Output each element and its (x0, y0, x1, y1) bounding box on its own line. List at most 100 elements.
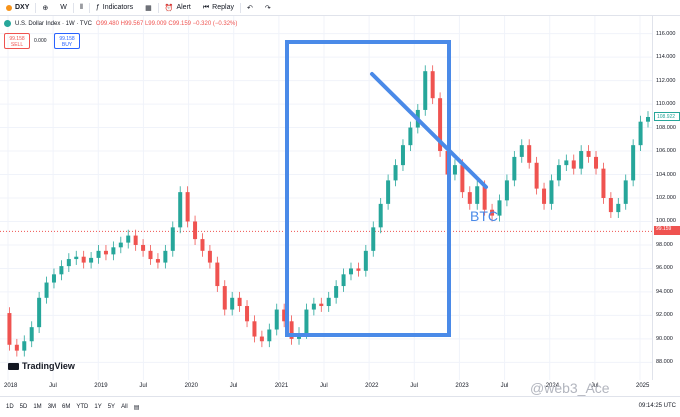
x-tick-label: Jul (500, 383, 509, 389)
templates-button[interactable]: ▦ (139, 0, 158, 16)
candle-body (141, 244, 146, 251)
candle-body (594, 156, 599, 169)
tv-logo-icon (8, 362, 19, 370)
candle-body (527, 145, 532, 163)
buy-button[interactable]: 99.158 BUY (54, 33, 80, 49)
y-tick-label: 102.000 (656, 195, 676, 201)
symbol-search-button[interactable]: DXY (0, 0, 35, 16)
candle-body (245, 306, 250, 322)
interval-button[interactable]: W (54, 0, 73, 16)
range-button-5y[interactable]: 5Y (107, 404, 116, 410)
sell-button[interactable]: 99.158 SELL (4, 33, 30, 49)
tradingview-logo: TradingView (8, 361, 75, 371)
y-tick-label: 108.000 (656, 124, 676, 131)
range-button-5d[interactable]: 5D (19, 404, 28, 410)
candle-body (311, 303, 316, 310)
candle-body (282, 309, 287, 322)
candle-body (178, 192, 183, 228)
symbol-icon (6, 4, 12, 11)
candle-body (29, 327, 34, 342)
y-tick-label: 116.000 (656, 30, 676, 37)
compare-button[interactable]: ⊕ (36, 0, 54, 16)
chart-type-button[interactable]: ⫴ (74, 0, 89, 16)
candle-body (207, 250, 212, 263)
candle-body (556, 165, 561, 181)
candle-body (118, 242, 123, 248)
candle-body (14, 344, 19, 351)
indicators-label: Indicators (102, 4, 134, 11)
x-tick-label: 2024 (545, 383, 560, 389)
x-tick-label: Jul (590, 383, 599, 389)
replay-button[interactable]: ⏮ Replay (197, 0, 240, 16)
candle-body (170, 227, 175, 251)
range-button-all[interactable]: All (121, 404, 128, 410)
candle-body (438, 98, 443, 152)
x-tick-label: Jul (320, 383, 328, 389)
price-axis[interactable]: 108.922 99.159 88.000 90.000 92.000 94.000 9… (652, 16, 680, 380)
alarm-icon: ⏰ (164, 4, 174, 12)
indicators-button[interactable]: ƒ Indicators (90, 0, 139, 16)
candle-body (408, 127, 413, 146)
candle-body (393, 165, 398, 181)
symbol-label: DXY (15, 4, 30, 11)
grid-icon: ▦ (145, 4, 152, 12)
range-button-6m[interactable]: 6M (62, 404, 71, 410)
candle-body (400, 145, 405, 166)
x-tick-label: 2025 (636, 383, 650, 389)
candle-body (304, 309, 309, 334)
candle-body (51, 274, 56, 283)
undo-button[interactable]: ↶ (241, 0, 259, 16)
redo-icon: ↷ (264, 4, 271, 12)
range-button-1d[interactable]: 1D (6, 404, 14, 410)
candle-body (363, 250, 368, 271)
x-tick-label: Jul (410, 383, 418, 389)
x-tick-label: 2018 (4, 383, 18, 389)
range-button-1y[interactable]: 1Y (94, 404, 102, 410)
spread-value: 0.000 (34, 38, 47, 44)
drawn-trendline[interactable] (370, 72, 488, 189)
candle-body (467, 192, 472, 204)
candle-body (386, 180, 391, 204)
time-axis[interactable]: 2018 Jul 2019 Jul 2020 Jul 2021 Jul 2022 Jul 2023 J… (0, 380, 652, 394)
candle-body (289, 321, 294, 339)
calendar-icon[interactable]: ▤ (133, 404, 140, 411)
divider (239, 2, 241, 13)
watermark: @web3_Ace (530, 380, 610, 396)
candle-body (623, 180, 628, 204)
y-tick-label: 110.000 (656, 101, 676, 108)
divider (35, 2, 37, 13)
candle-body (430, 71, 435, 99)
x-tick-label: Jul (139, 383, 148, 389)
divider (157, 2, 159, 13)
candles-icon: ⫴ (79, 3, 83, 11)
candle-body (37, 297, 42, 328)
candle-body (490, 209, 495, 216)
candle-body (222, 286, 227, 310)
drawn-rectangle[interactable] (285, 40, 451, 337)
alert-button[interactable]: ⏰ Alert (159, 0, 197, 16)
y-tick-label: 92.000 (656, 312, 673, 319)
chart-area[interactable] (0, 16, 652, 380)
candle-body (571, 160, 576, 169)
range-bar: 1D 5D 1M 3M 6M YTD 1Y 5Y All ▤ (0, 396, 680, 417)
redo-button[interactable]: ↷ (259, 0, 277, 16)
candle-body (319, 303, 324, 307)
candle-body (215, 262, 220, 287)
candle-body (66, 259, 71, 267)
candle-body (348, 268, 353, 275)
candle-body (133, 235, 138, 245)
candle-body (646, 116, 650, 122)
candle-body (564, 160, 569, 166)
symbol-title: U.S. Dollar Index · 1W · TVC (15, 20, 92, 27)
divider (72, 2, 74, 13)
y-tick-label: 112.000 (656, 77, 676, 84)
candle-body (497, 200, 502, 216)
candle-body (193, 221, 198, 240)
range-button-ytd[interactable]: YTD (76, 404, 89, 410)
candle-body (608, 198, 613, 213)
candle-body (237, 297, 242, 307)
candle-body (631, 145, 636, 181)
range-button-1m[interactable]: 1M (33, 404, 42, 410)
range-button-3m[interactable]: 3M (47, 404, 57, 410)
candle-body (200, 239, 205, 251)
